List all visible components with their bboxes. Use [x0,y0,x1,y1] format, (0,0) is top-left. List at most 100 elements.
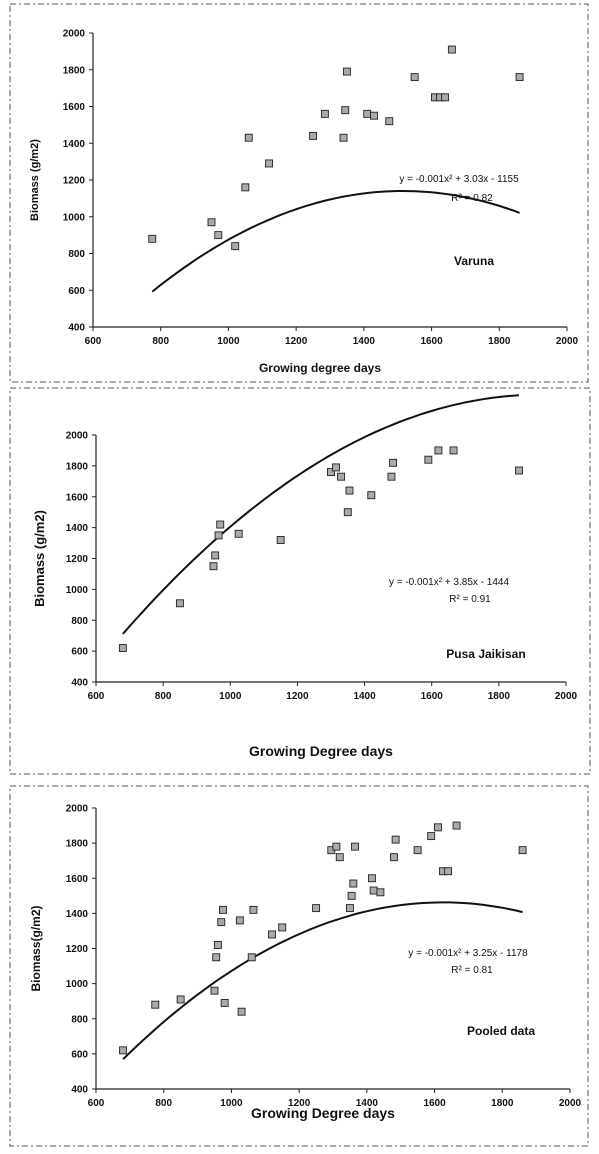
x-tick-label: 1000 [217,336,240,347]
trend-line [151,190,520,293]
data-point [241,183,250,192]
data-point [211,551,220,560]
data-point [515,466,523,475]
data-point [320,109,329,118]
x-tick-label: 1200 [288,1098,311,1109]
data-point [341,106,350,115]
data-point [434,446,443,455]
y-tick-label: 2000 [63,29,86,40]
data-point [210,986,219,995]
chart-panel-pusa-jaikisan: 400 600 800 1000 1200 1400 1600 1800 2000 600 800 1… [0,386,599,780]
y-axis-title: Biomass (g/m2) [32,510,47,607]
regression-equation: y = -0.001x² + 3.85x - 1444 [389,577,510,588]
x-tick-label: 800 [155,1098,172,1109]
y-tick-label: 1800 [66,839,89,850]
y-tick-label: 600 [71,1049,88,1060]
panel-frame [9,785,589,1147]
data-point [212,953,221,962]
data-point [518,846,527,855]
data-point [265,159,274,168]
data-point [449,446,458,455]
data-point [278,923,287,932]
x-tick-label: 1800 [488,336,511,347]
y-tick-label: 1400 [63,139,86,150]
x-tick-label: 2000 [555,691,578,702]
y-tick-label: 1200 [63,176,86,187]
y-tick-label: 1200 [66,944,89,955]
panel-frame [9,3,589,383]
x-tick-label: 1200 [286,691,309,702]
y-tick-label: 1400 [66,523,89,534]
x-axis-title: Growing degree days [259,361,381,375]
data-point [347,891,356,900]
data-point [351,842,359,851]
y-tick-label: 2000 [66,804,89,815]
data-point [424,455,433,464]
x-axis-title: Growing Degree days [251,1105,395,1121]
x-tick-label: 1000 [219,691,242,702]
data-point [335,853,344,862]
data-point [118,644,127,652]
r-squared-label: R² = 0.81 [451,965,493,976]
x-tick-label: 1800 [491,1098,514,1109]
data-point [235,916,244,925]
x-tick-label: 1200 [285,336,308,347]
data-point [376,888,385,897]
data-point [444,867,453,876]
y-tick-label: 1600 [66,492,89,503]
y-tick-label: 400 [68,323,85,334]
data-point [441,93,450,102]
data-point [219,905,227,914]
data-point [345,904,354,913]
x-tick-label: 600 [88,1098,105,1109]
data-point [385,117,394,126]
x-tick-label: 800 [155,691,172,702]
data-point [434,823,442,832]
data-point [249,905,258,914]
data-point [452,821,461,830]
x-axis-title: Growing Degree days [249,743,393,759]
data-point [349,879,358,888]
data-point [148,234,157,243]
data-point [339,133,348,142]
trend-line [122,901,523,1060]
data-point [515,73,524,82]
data-point [367,874,376,883]
data-point [447,45,456,54]
y-axis-title: Biomass(g/m2) [29,905,43,991]
data-point [369,886,378,895]
data-point [370,111,378,120]
data-point [234,529,243,538]
data-point [327,468,335,477]
x-tick-label: 600 [88,691,105,702]
regression-equation: y = -0.001x² + 3.25x - 1178 [408,948,528,959]
y-tick-label: 1400 [66,909,89,920]
y-tick-label: 1000 [66,585,89,596]
y-tick-label: 600 [71,647,88,658]
data-point [345,486,354,495]
y-tick-label: 1800 [66,461,89,472]
trend-line [122,394,520,635]
data-point [343,508,352,517]
data-point [389,853,398,862]
x-tick-label: 800 [152,336,169,347]
x-tick-label: 1600 [420,336,443,347]
data-point [389,458,398,467]
y-tick-label: 800 [71,616,88,627]
data-point [276,536,285,544]
data-point [237,1007,246,1016]
data-point [213,941,222,949]
y-tick-label: 1000 [66,979,89,990]
data-point [309,131,318,140]
x-tick-label: 1400 [356,1098,379,1109]
data-point [332,463,340,472]
x-tick-label: 1800 [488,691,511,702]
chart-panel-varuna: 400 600 800 1000 1200 1400 1600 1800 2000 600 800 1… [0,0,599,386]
x-tick-label: 2000 [559,1098,582,1109]
data-point [342,67,351,76]
data-point [209,562,218,571]
x-tick-label: 1400 [353,336,376,347]
data-point [332,842,341,851]
y-tick-label: 1200 [66,554,89,565]
